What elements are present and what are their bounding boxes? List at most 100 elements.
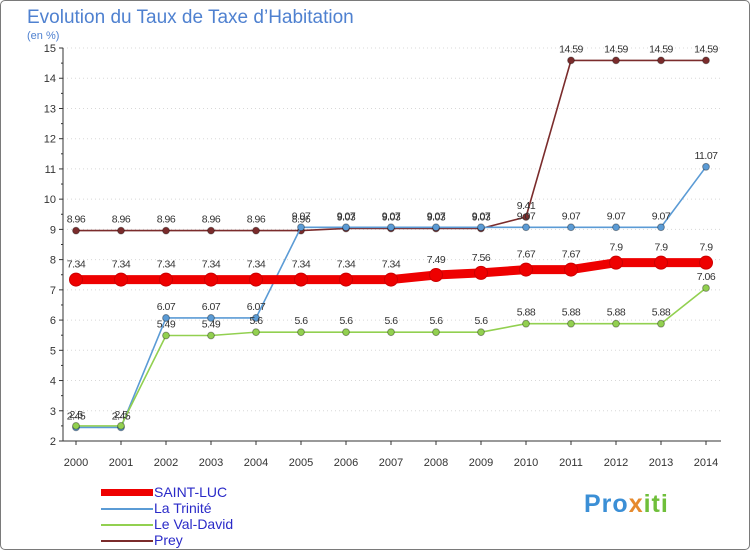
data-label: 7.34 [337, 259, 356, 271]
data-label: 5.6 [294, 315, 308, 327]
legend-item: Prey [101, 532, 401, 548]
data-label: 5.88 [652, 307, 671, 319]
data-label: 14.59 [604, 43, 628, 55]
data-point [657, 319, 665, 328]
logo-part-1: Pro [584, 490, 629, 518]
data-label: 9.07 [382, 210, 401, 222]
data-point [117, 226, 125, 235]
data-point [207, 331, 215, 340]
data-point [252, 328, 260, 337]
series-line [75, 166, 707, 429]
data-point [342, 328, 350, 337]
logo-part-2: x [628, 490, 644, 518]
data-point [252, 314, 260, 322]
y-tick-label: 15 [44, 43, 56, 55]
data-label: 7.34 [247, 259, 266, 271]
data-label: 7.06 [697, 271, 716, 283]
data-label: 6.07 [157, 301, 176, 313]
data-point [207, 226, 215, 235]
data-label: 9.07 [517, 210, 536, 222]
data-point [294, 272, 308, 287]
data-label: 5.6 [474, 315, 488, 327]
data-label: 9.07 [427, 210, 446, 222]
x-tick-label: 2012 [604, 457, 628, 469]
data-label: 5.6 [429, 315, 443, 327]
data-point [567, 223, 575, 232]
data-point [159, 272, 173, 287]
data-point [702, 56, 710, 65]
data-label: 7.34 [292, 259, 311, 271]
data-label: 8.96 [157, 214, 176, 226]
data-point [702, 284, 710, 292]
data-label: 8.96 [67, 214, 86, 226]
data-label: 11.07 [695, 150, 719, 162]
x-tick-label: 2001 [109, 457, 133, 469]
data-point [564, 262, 578, 277]
data-point [162, 226, 170, 235]
data-point [522, 213, 530, 221]
data-point [297, 328, 305, 337]
x-tick-label: 2000 [64, 457, 88, 469]
data-label: 9.07 [652, 210, 671, 222]
y-tick-label: 4 [50, 376, 56, 388]
data-label: 9.41 [517, 200, 536, 212]
data-point [477, 223, 485, 232]
data-label: 7.49 [427, 254, 446, 266]
data-label: 9.07 [337, 210, 356, 222]
data-point [612, 319, 620, 328]
data-label: 14.59 [649, 43, 673, 55]
x-tick-label: 2009 [469, 457, 493, 469]
data-label: 5.88 [562, 307, 581, 319]
data-label: 7.9 [609, 242, 623, 254]
data-label: 7.34 [202, 259, 221, 271]
data-point [339, 272, 353, 287]
data-point [69, 272, 83, 287]
data-point [654, 255, 668, 270]
data-point [567, 56, 575, 65]
y-tick-label: 9 [50, 224, 56, 236]
logo-part-3: iti [643, 490, 669, 518]
data-point [429, 268, 443, 283]
data-point [162, 314, 170, 322]
legend-item: La Trinité [101, 500, 401, 516]
data-point [522, 223, 530, 232]
y-tick-label: 12 [44, 134, 56, 146]
data-point [387, 223, 395, 232]
data-point [384, 272, 398, 287]
data-label: 9.07 [292, 210, 311, 222]
data-point [387, 328, 395, 337]
chart-legend: SAINT-LUC La Trinité Le Val-David Prey [101, 484, 401, 548]
data-label: 7.34 [112, 259, 131, 271]
x-tick-label: 2005 [289, 457, 313, 469]
y-tick-label: 3 [50, 406, 56, 418]
data-label: 5.88 [517, 307, 536, 319]
data-label: 9.03 [427, 211, 446, 223]
x-tick-label: 2004 [244, 457, 268, 469]
data-label: 9.03 [337, 211, 356, 223]
data-point [204, 272, 218, 287]
legend-item: SAINT-LUC [101, 484, 401, 500]
data-label: 14.59 [559, 43, 583, 55]
y-tick-label: 11 [45, 164, 56, 176]
data-label: 6.07 [202, 301, 221, 313]
data-point [567, 319, 575, 328]
chart-title: Evolution du Taux de Taxe d’Habitation [27, 7, 354, 28]
y-tick-label: 13 [44, 103, 56, 115]
data-point [252, 226, 260, 235]
data-label: 8.96 [202, 214, 221, 226]
data-label: 5.6 [249, 315, 263, 327]
legend-label: La Trinité [154, 500, 212, 516]
data-label: 7.67 [562, 249, 581, 261]
legend-item: Le Val-David [101, 516, 401, 532]
data-label: 5.49 [157, 318, 176, 330]
data-point [207, 314, 215, 322]
legend-label: Prey [154, 532, 183, 548]
data-label: 7.9 [699, 242, 713, 254]
data-point [117, 421, 125, 430]
data-label: 2.45 [67, 410, 86, 422]
data-label: 9.03 [382, 211, 401, 223]
data-label: 7.34 [382, 259, 401, 271]
data-point [699, 255, 713, 270]
